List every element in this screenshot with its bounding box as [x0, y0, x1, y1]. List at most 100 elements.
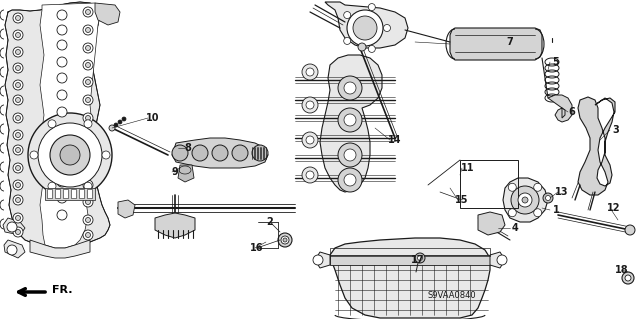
Circle shape — [497, 255, 507, 265]
Circle shape — [13, 30, 23, 40]
Circle shape — [232, 145, 248, 161]
Text: 4: 4 — [511, 223, 518, 233]
Circle shape — [86, 166, 90, 170]
Circle shape — [86, 115, 90, 121]
Circle shape — [57, 40, 67, 50]
Circle shape — [344, 11, 351, 19]
Circle shape — [15, 65, 20, 70]
Circle shape — [368, 4, 375, 11]
Circle shape — [313, 255, 323, 265]
Circle shape — [57, 160, 67, 170]
Text: 12: 12 — [607, 203, 621, 213]
Bar — [71, 189, 76, 198]
Polygon shape — [178, 165, 194, 182]
Circle shape — [38, 123, 102, 187]
Circle shape — [518, 193, 532, 207]
Polygon shape — [5, 2, 110, 253]
Circle shape — [86, 218, 90, 222]
Circle shape — [57, 57, 67, 67]
Polygon shape — [478, 212, 505, 235]
Circle shape — [83, 180, 93, 190]
Circle shape — [302, 132, 318, 148]
Bar — [79, 189, 84, 198]
Polygon shape — [4, 240, 25, 258]
Circle shape — [15, 147, 20, 152]
Circle shape — [86, 199, 90, 204]
Circle shape — [57, 125, 67, 135]
Circle shape — [15, 98, 20, 102]
Circle shape — [83, 215, 93, 225]
Circle shape — [102, 151, 110, 159]
Circle shape — [353, 16, 377, 40]
Text: 5: 5 — [552, 57, 559, 67]
Circle shape — [57, 193, 67, 203]
Circle shape — [511, 186, 539, 214]
Circle shape — [118, 120, 122, 124]
Polygon shape — [490, 252, 505, 268]
Text: 7: 7 — [507, 37, 513, 47]
Circle shape — [57, 10, 67, 20]
Circle shape — [84, 120, 92, 128]
Polygon shape — [40, 3, 100, 248]
Circle shape — [83, 95, 93, 105]
Circle shape — [13, 13, 23, 23]
Circle shape — [625, 275, 631, 281]
Circle shape — [83, 25, 93, 35]
Circle shape — [344, 174, 356, 186]
Circle shape — [84, 182, 92, 190]
Text: 8: 8 — [184, 143, 191, 153]
Circle shape — [83, 147, 93, 157]
Circle shape — [302, 97, 318, 113]
Circle shape — [57, 210, 67, 220]
Text: 10: 10 — [147, 113, 160, 123]
Circle shape — [86, 27, 90, 33]
Circle shape — [508, 183, 516, 191]
Circle shape — [344, 149, 356, 161]
Circle shape — [83, 7, 93, 17]
Circle shape — [545, 196, 550, 201]
Circle shape — [344, 114, 356, 126]
Circle shape — [13, 227, 23, 237]
Bar — [63, 189, 68, 198]
Circle shape — [522, 197, 528, 203]
Text: 1: 1 — [552, 205, 559, 215]
Circle shape — [13, 180, 23, 190]
Circle shape — [15, 33, 20, 38]
Circle shape — [86, 10, 90, 14]
Circle shape — [57, 25, 67, 35]
Text: 2: 2 — [267, 217, 273, 227]
Circle shape — [622, 272, 634, 284]
Polygon shape — [330, 238, 490, 318]
Circle shape — [15, 216, 20, 220]
Circle shape — [534, 209, 541, 217]
Circle shape — [417, 256, 422, 261]
Circle shape — [306, 171, 314, 179]
Circle shape — [252, 145, 268, 161]
Polygon shape — [548, 95, 572, 122]
Polygon shape — [172, 138, 268, 168]
Text: 17: 17 — [412, 255, 425, 265]
Circle shape — [15, 83, 20, 87]
Text: 3: 3 — [612, 125, 620, 135]
Circle shape — [534, 183, 541, 191]
Circle shape — [278, 233, 292, 247]
Circle shape — [86, 63, 90, 68]
Circle shape — [306, 68, 314, 76]
Bar — [55, 189, 60, 198]
Circle shape — [13, 47, 23, 57]
Circle shape — [48, 182, 56, 190]
Circle shape — [83, 130, 93, 140]
Circle shape — [50, 135, 90, 175]
Circle shape — [344, 82, 356, 94]
Circle shape — [83, 77, 93, 87]
Circle shape — [122, 117, 126, 121]
Circle shape — [7, 245, 17, 255]
Circle shape — [83, 113, 93, 123]
Circle shape — [83, 230, 93, 240]
Text: 14: 14 — [388, 135, 402, 145]
Circle shape — [13, 63, 23, 73]
Circle shape — [57, 177, 67, 187]
Circle shape — [86, 233, 90, 238]
Circle shape — [28, 113, 112, 197]
Circle shape — [15, 182, 20, 188]
